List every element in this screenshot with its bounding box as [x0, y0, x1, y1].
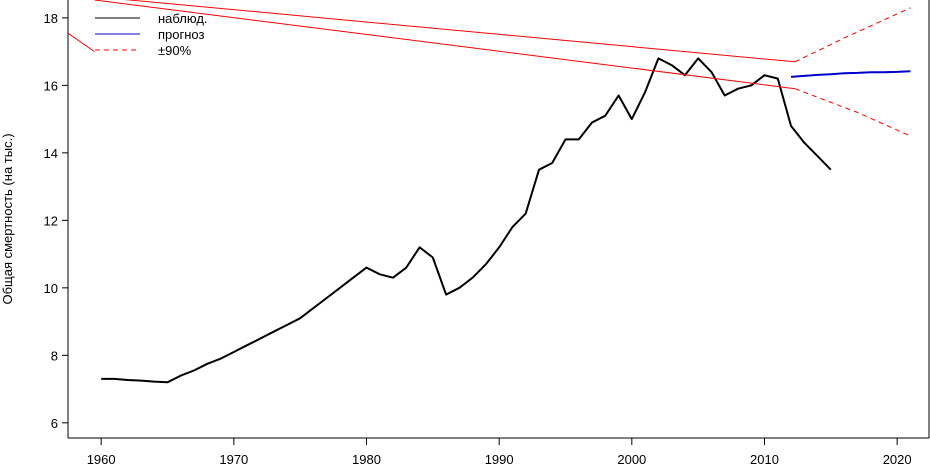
- plot-area: [68, 0, 911, 384]
- x-tick-label: 2010: [750, 452, 779, 467]
- legend-label: ±90%: [158, 43, 192, 58]
- y-axis-label: Общая смертность (на тыс.): [0, 133, 15, 304]
- x-tick-label: 1960: [87, 452, 116, 467]
- line: [794, 88, 911, 137]
- line: [94, 0, 796, 90]
- x-tick-label: 2000: [617, 452, 646, 467]
- y-tick-label: 14: [44, 146, 58, 161]
- y-tick-label: 8: [51, 348, 58, 363]
- x-tick-label: 1970: [219, 452, 248, 467]
- y-tick-label: 16: [44, 78, 58, 93]
- line: [124, 0, 796, 63]
- line: [68, 32, 95, 53]
- legend-label: наблюд.: [158, 11, 208, 26]
- y-tick-label: 18: [44, 11, 58, 26]
- line: [790, 70, 911, 78]
- x-tick-label: 2020: [883, 452, 912, 467]
- y-tick-label: 6: [51, 416, 58, 431]
- y-tick-label: 10: [44, 281, 58, 296]
- line: [794, 7, 911, 63]
- legend-label: прогноз: [158, 27, 205, 42]
- x-tick-label: 1980: [352, 452, 381, 467]
- y-tick-label: 12: [44, 213, 58, 228]
- x-tick-label: 1990: [485, 452, 514, 467]
- line: [101, 57, 832, 384]
